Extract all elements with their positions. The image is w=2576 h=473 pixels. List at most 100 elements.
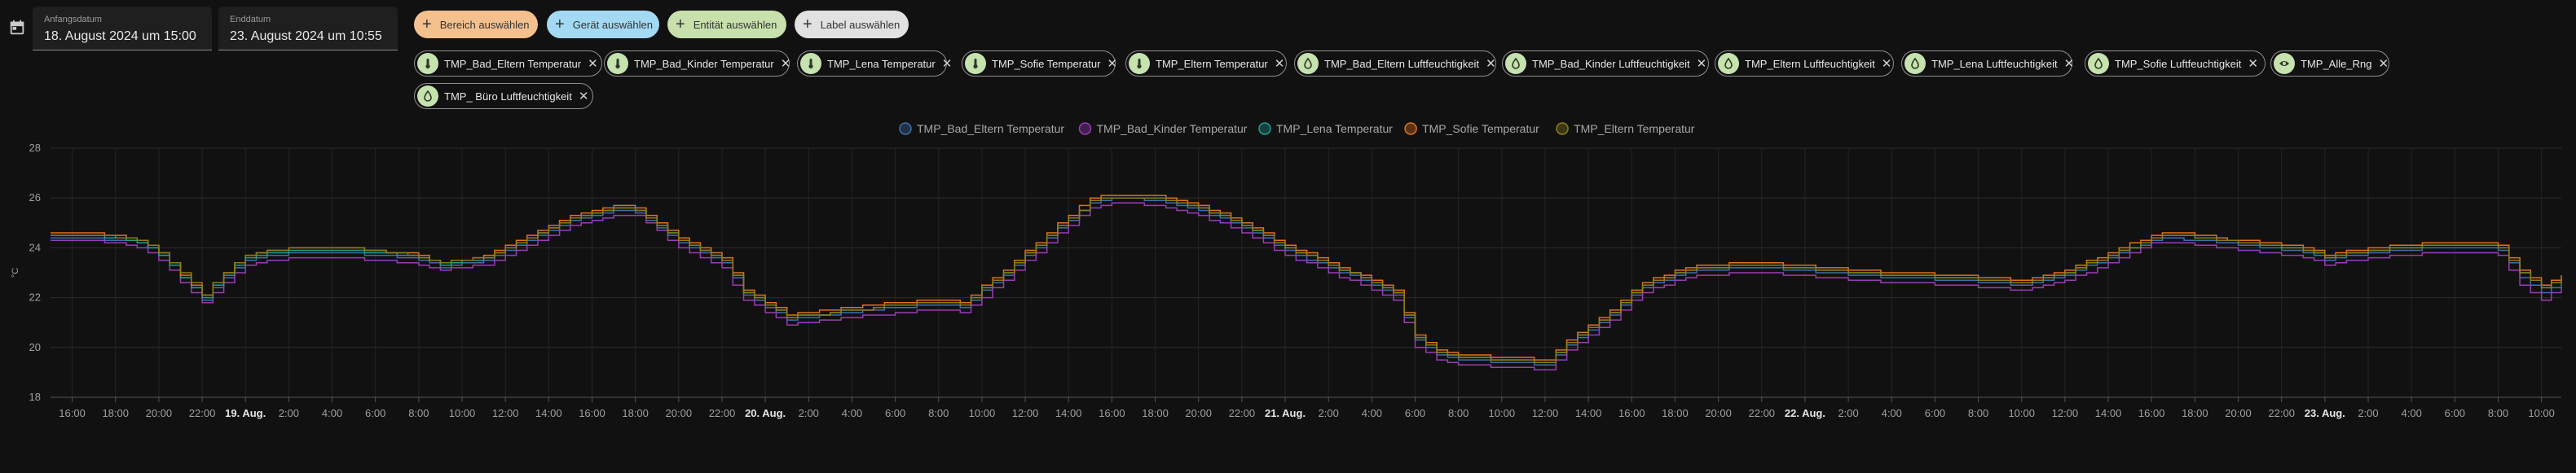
y-axis-label: °C xyxy=(11,268,20,278)
water-drop-icon xyxy=(1505,53,1526,74)
plus-icon: + xyxy=(803,15,812,33)
entity-chip[interactable]: TMP_Bad_Eltern Luftfeuchtigkeit ✕ xyxy=(1294,50,1496,77)
x-tick-label: 22:00 xyxy=(2268,407,2295,419)
entity-chip[interactable]: TMP_Lena Luftfeuchtigkeit ✕ xyxy=(1901,50,2075,77)
select-area-button[interactable]: + Bereich auswählen xyxy=(414,11,538,38)
close-icon[interactable]: ✕ xyxy=(1881,57,1892,71)
history-line-chart[interactable]: TMP_Bad_Eltern Temperatur TMP_Bad_Kinder … xyxy=(0,114,2576,473)
select-entity-button[interactable]: + Entität auswählen xyxy=(667,11,786,38)
y-tick-label: 24 xyxy=(29,241,41,253)
x-tick-label: 6:00 xyxy=(2445,407,2465,419)
close-icon[interactable]: ✕ xyxy=(588,57,598,71)
x-tick-label: 2:00 xyxy=(1319,407,1339,419)
legend-marker xyxy=(1556,122,1569,135)
x-tick-label: 20:00 xyxy=(1185,407,1212,419)
water-drop-icon xyxy=(1297,53,1319,74)
entity-chip-label: TMP_Sofie Luftfeuchtigkeit xyxy=(2115,57,2242,70)
entity-chip[interactable]: TMP_Alle_Rng ✕ xyxy=(2270,50,2389,77)
x-tick-label: 8:00 xyxy=(1448,407,1469,419)
legend-item[interactable]: TMP_Lena Temperatur xyxy=(1258,122,1393,135)
x-tick-label: 10:00 xyxy=(969,407,996,419)
close-icon[interactable]: ✕ xyxy=(2378,57,2389,71)
select-area-label: Bereich auswählen xyxy=(439,18,530,31)
x-tick-label: 12:00 xyxy=(1532,407,1559,419)
x-tick-label: 18:00 xyxy=(1662,407,1689,419)
legend-label: TMP_Lena Temperatur xyxy=(1276,122,1393,135)
close-icon[interactable]: ✕ xyxy=(941,57,953,71)
entity-chip[interactable]: TMP_Bad_Eltern Temperatur ✕ xyxy=(414,50,602,77)
chart-legend[interactable]: TMP_Bad_Eltern Temperatur TMP_Bad_Kinder … xyxy=(899,122,1695,135)
x-tick-label: 8:00 xyxy=(2488,407,2508,419)
x-tick-label: 22:00 xyxy=(709,407,736,419)
end-date-field[interactable]: Enddatum 23. August 2024 um 10:55 xyxy=(218,7,398,50)
select-device-label: Gerät auswählen xyxy=(572,18,653,31)
legend-label: TMP_Sofie Temperatur xyxy=(1422,122,1539,135)
entity-chip[interactable]: TMP_Eltern Temperatur ✕ xyxy=(1125,50,1287,77)
x-tick-label: 14:00 xyxy=(1575,407,1602,419)
thermometer-icon xyxy=(965,53,986,74)
close-icon[interactable]: ✕ xyxy=(578,90,589,103)
legend-marker xyxy=(1404,122,1417,135)
x-tick-label: 14:00 xyxy=(2095,407,2122,419)
series-line xyxy=(51,197,2562,363)
legend-label: TMP_Eltern Temperatur xyxy=(1574,122,1695,135)
water-drop-icon xyxy=(1718,53,1739,74)
entity-chip-label: TMP_Lena Temperatur xyxy=(827,57,936,70)
entity-chip-label: TMP_Bad_Eltern Luftfeuchtigkeit xyxy=(1324,57,1480,70)
x-tick-label: 18:00 xyxy=(1142,407,1169,419)
x-tick-label: 16:00 xyxy=(579,407,605,419)
x-tick-label: 12:00 xyxy=(492,407,519,419)
x-tick-label: 18:00 xyxy=(622,407,649,419)
entity-chip[interactable]: TMP_ Büro Luftfeuchtigkeit ✕ xyxy=(414,83,593,109)
legend-item[interactable]: TMP_Sofie Temperatur xyxy=(1404,122,1539,135)
series-line xyxy=(51,197,2562,366)
close-icon[interactable]: ✕ xyxy=(1486,57,1496,71)
thermometer-icon xyxy=(417,53,438,74)
legend-item[interactable]: TMP_Bad_Eltern Temperatur xyxy=(899,122,1064,135)
close-icon[interactable]: ✕ xyxy=(2063,57,2075,71)
plus-icon: + xyxy=(676,15,685,33)
series-line xyxy=(51,197,2562,363)
legend-item[interactable]: TMP_Bad_Kinder Temperatur xyxy=(1078,122,1248,135)
entity-chip[interactable]: TMP_Sofie Luftfeuchtigkeit ✕ xyxy=(2085,50,2266,77)
entity-chip[interactable]: TMP_Bad_Kinder Temperatur ✕ xyxy=(604,50,790,77)
x-tick-label: 8:00 xyxy=(1968,407,1988,419)
entity-chip-label: TMP_ Büro Luftfeuchtigkeit xyxy=(444,90,572,103)
entity-chip[interactable]: TMP_Sofie Temperatur ✕ xyxy=(962,50,1118,77)
entity-chip-label: TMP_Alle_Rng xyxy=(2301,57,2372,70)
y-tick-label: 22 xyxy=(29,291,41,304)
x-tick-label: 14:00 xyxy=(1055,407,1082,419)
x-axis: 16:00 18:00 20:00 22:00 19. Aug. 2:00 4:00 6:00… xyxy=(51,396,2561,419)
y-tick-label: 20 xyxy=(29,341,41,353)
x-tick-label: 16:00 xyxy=(1099,407,1125,419)
x-tick-label: 6:00 xyxy=(885,407,905,419)
chart-series xyxy=(51,195,2562,371)
y-tick-label: 18 xyxy=(29,391,41,403)
select-device-button[interactable]: + Gerät auswählen xyxy=(547,11,659,38)
calendar-icon[interactable] xyxy=(8,18,26,37)
legend-item[interactable]: TMP_Eltern Temperatur xyxy=(1556,122,1695,135)
x-tick-label: 6:00 xyxy=(1405,407,1425,419)
x-tick-label: 12:00 xyxy=(2052,407,2079,419)
x-tick-label: 8:00 xyxy=(408,407,429,419)
close-icon[interactable]: ✕ xyxy=(2248,57,2258,71)
x-tick-label: 22. Aug. xyxy=(1785,407,1825,419)
close-icon[interactable]: ✕ xyxy=(1696,57,1707,71)
eye-icon xyxy=(2274,53,2295,74)
x-tick-label: 10:00 xyxy=(449,407,476,419)
close-icon[interactable]: ✕ xyxy=(1107,57,1118,71)
close-icon[interactable]: ✕ xyxy=(1274,57,1285,71)
y-axis: 18 20 22 24 26 28 °C xyxy=(11,142,41,403)
close-icon[interactable]: ✕ xyxy=(780,57,791,71)
entity-chip[interactable]: TMP_Lena Temperatur ✕ xyxy=(797,50,952,77)
legend-label: TMP_Bad_Eltern Temperatur xyxy=(917,122,1064,135)
series-line xyxy=(51,195,2562,361)
entity-chip-label: TMP_Bad_Kinder Luftfeuchtigkeit xyxy=(1532,57,1690,70)
select-label-button[interactable]: + Label auswählen xyxy=(795,11,909,38)
start-date-field[interactable]: Anfangsdatum 18. August 2024 um 15:00 xyxy=(33,7,212,50)
x-tick-label: 4:00 xyxy=(1882,407,1902,419)
thermometer-icon xyxy=(1129,53,1150,74)
entity-chip[interactable]: TMP_Eltern Luftfeuchtigkeit ✕ xyxy=(1715,50,1894,77)
x-tick-label: 22:00 xyxy=(189,407,216,419)
entity-chip[interactable]: TMP_Bad_Kinder Luftfeuchtigkeit ✕ xyxy=(1502,50,1709,77)
